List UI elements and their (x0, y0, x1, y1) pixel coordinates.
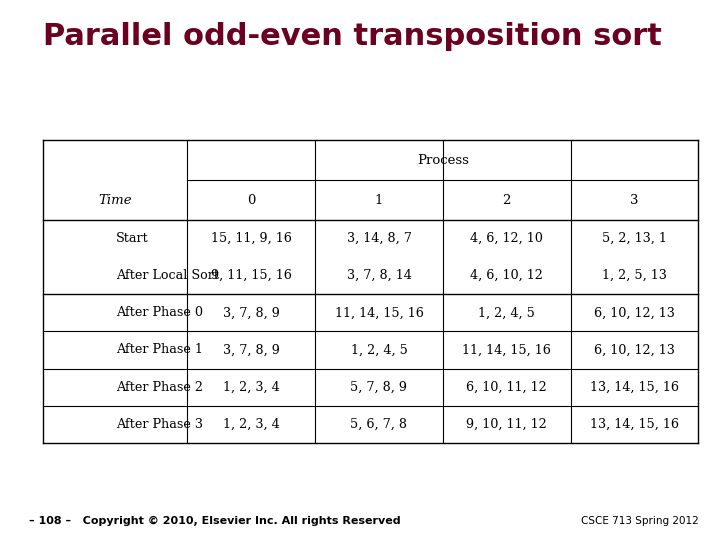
Text: 1, 2, 5, 13: 1, 2, 5, 13 (602, 269, 667, 282)
Text: 1, 2, 3, 4: 1, 2, 3, 4 (223, 418, 279, 431)
Text: Parallel odd-even transposition sort: Parallel odd-even transposition sort (43, 22, 662, 51)
Text: 15, 11, 9, 16: 15, 11, 9, 16 (211, 232, 292, 245)
Text: 6, 10, 11, 12: 6, 10, 11, 12 (467, 381, 547, 394)
Text: 3: 3 (630, 193, 639, 207)
Text: After Local Sort: After Local Sort (116, 269, 219, 282)
Text: 9, 11, 15, 16: 9, 11, 15, 16 (211, 269, 292, 282)
Text: Process: Process (417, 154, 469, 167)
Text: 5, 6, 7, 8: 5, 6, 7, 8 (351, 418, 408, 431)
Text: 5, 2, 13, 1: 5, 2, 13, 1 (602, 232, 667, 245)
Text: 1, 2, 3, 4: 1, 2, 3, 4 (223, 381, 279, 394)
Text: 2: 2 (503, 193, 511, 207)
Text: 1, 2, 4, 5: 1, 2, 4, 5 (351, 343, 408, 356)
Text: 6, 10, 12, 13: 6, 10, 12, 13 (594, 343, 675, 356)
Text: 11, 14, 15, 16: 11, 14, 15, 16 (335, 306, 423, 319)
Text: 3, 7, 8, 14: 3, 7, 8, 14 (346, 269, 411, 282)
Text: Start: Start (116, 232, 149, 245)
Text: After Phase 3: After Phase 3 (116, 418, 203, 431)
Text: 3, 7, 8, 9: 3, 7, 8, 9 (222, 343, 279, 356)
Text: 11, 14, 15, 16: 11, 14, 15, 16 (462, 343, 552, 356)
Text: 3, 7, 8, 9: 3, 7, 8, 9 (222, 306, 279, 319)
Text: 3, 14, 8, 7: 3, 14, 8, 7 (346, 232, 411, 245)
Text: 4, 6, 12, 10: 4, 6, 12, 10 (470, 232, 543, 245)
Text: CSCE 713 Spring 2012: CSCE 713 Spring 2012 (580, 516, 698, 526)
Text: 1: 1 (375, 193, 383, 207)
Text: 13, 14, 15, 16: 13, 14, 15, 16 (590, 381, 679, 394)
Text: 4, 6, 10, 12: 4, 6, 10, 12 (470, 269, 543, 282)
Text: After Phase 1: After Phase 1 (116, 343, 203, 356)
Text: 13, 14, 15, 16: 13, 14, 15, 16 (590, 418, 679, 431)
Text: After Phase 2: After Phase 2 (116, 381, 203, 394)
Text: 5, 7, 8, 9: 5, 7, 8, 9 (351, 381, 408, 394)
Text: 1, 2, 4, 5: 1, 2, 4, 5 (478, 306, 535, 319)
Text: 9, 10, 11, 12: 9, 10, 11, 12 (467, 418, 547, 431)
Text: After Phase 0: After Phase 0 (116, 306, 203, 319)
Text: Time: Time (99, 193, 132, 207)
Text: 0: 0 (247, 193, 256, 207)
Text: – 108 –   Copyright © 2010, Elsevier Inc. All rights Reserved: – 108 – Copyright © 2010, Elsevier Inc. … (29, 516, 400, 526)
Text: 6, 10, 12, 13: 6, 10, 12, 13 (594, 306, 675, 319)
